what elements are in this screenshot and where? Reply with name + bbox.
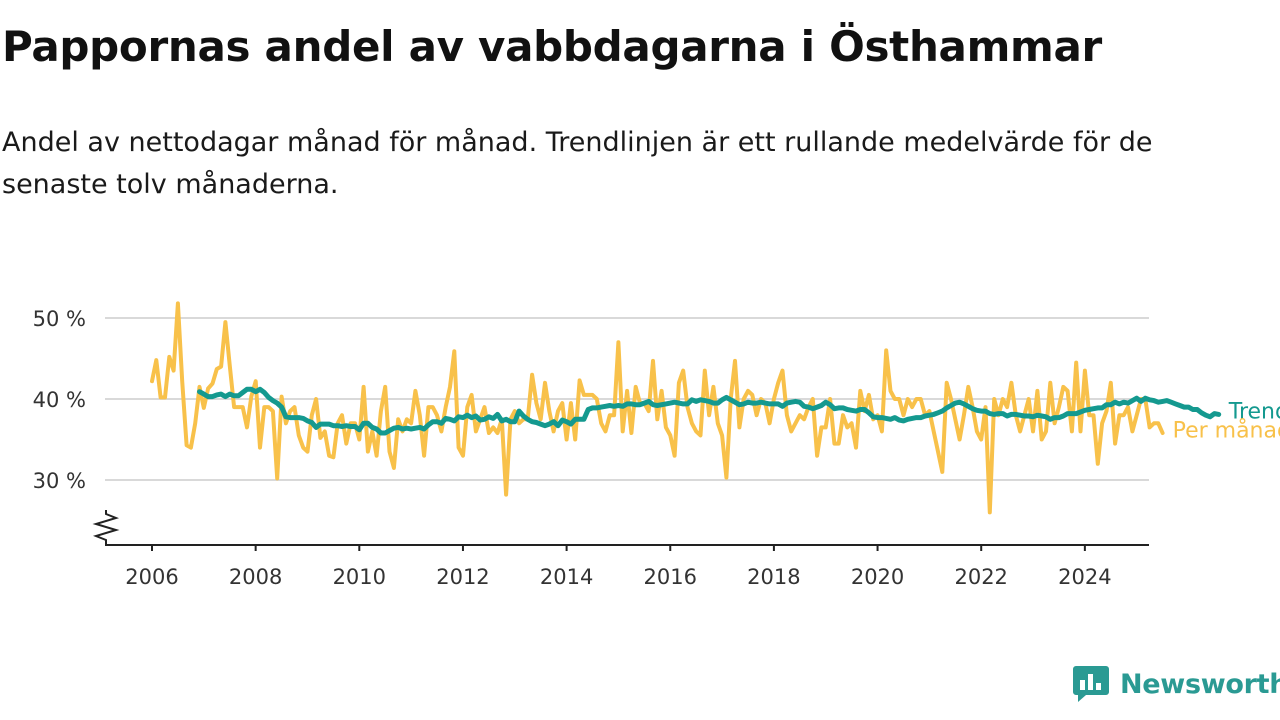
legend: TrendPer månad	[1173, 399, 1280, 443]
axes	[92, 510, 1149, 546]
x-tick-label: 2012	[436, 565, 489, 589]
x-tick-label: 2018	[747, 565, 800, 589]
y-tick-label: 40 %	[33, 388, 86, 412]
series-line-trend	[197, 386, 1222, 436]
newsworthy-brand: Newsworthy	[1072, 664, 1280, 704]
brand-name: Newsworthy	[1120, 668, 1280, 700]
x-tick-label: 2006	[125, 565, 178, 589]
series-line-per-manad	[150, 301, 1165, 515]
x-tick-label: 2016	[644, 565, 697, 589]
series	[150, 301, 1222, 515]
chart-subtitle: Andel av nettodagar månad för månad. Tre…	[2, 127, 1153, 200]
bar-chart-logo-icon	[1073, 666, 1109, 702]
x-tick-labels: 2006 2008 2010 2012 2014 2016 2018 2020 2022 2024	[125, 545, 1112, 589]
legend-label-per-manad: Per månad	[1173, 417, 1280, 443]
y-tick-labels: 30 % 40 % 50 %	[33, 307, 86, 493]
x-tick-label: 2024	[1058, 565, 1111, 589]
x-tick-label: 2022	[954, 565, 1007, 589]
x-tick-label: 2014	[540, 565, 593, 589]
legend-label-trend: Trend	[1228, 399, 1280, 424]
y-tick-label: 30 %	[33, 469, 86, 493]
chart-title: Pappornas andel av vabbdagarna i Östhamm…	[2, 22, 1102, 71]
x-tick-label: 2008	[229, 565, 282, 589]
y-tick-label: 50 %	[33, 307, 86, 331]
x-tick-label: 2010	[333, 565, 386, 589]
axis-break-icon	[92, 510, 120, 545]
x-tick-label: 2020	[851, 565, 904, 589]
